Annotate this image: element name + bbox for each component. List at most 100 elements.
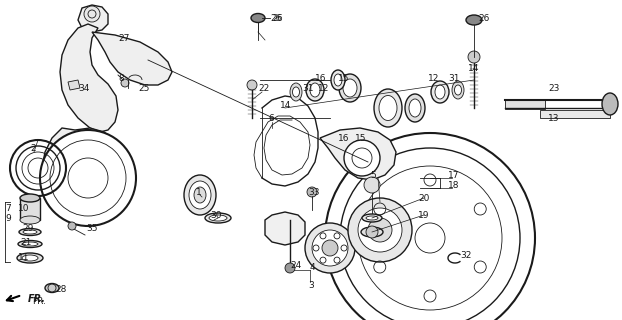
Circle shape [285, 263, 295, 273]
Text: 8: 8 [118, 74, 124, 83]
Text: 24: 24 [290, 260, 301, 269]
Text: 31: 31 [302, 84, 313, 92]
Text: 19: 19 [418, 211, 430, 220]
Circle shape [68, 222, 76, 230]
Ellipse shape [23, 230, 37, 234]
Text: 20: 20 [418, 194, 429, 203]
Text: 16: 16 [315, 74, 327, 83]
Polygon shape [42, 128, 130, 224]
Text: 29: 29 [22, 223, 34, 233]
Ellipse shape [306, 79, 324, 101]
Circle shape [121, 79, 129, 87]
Text: 27: 27 [118, 34, 129, 43]
Ellipse shape [409, 99, 421, 117]
Ellipse shape [189, 181, 211, 209]
Text: 5: 5 [370, 171, 376, 180]
Ellipse shape [251, 13, 265, 22]
Circle shape [364, 177, 380, 193]
Ellipse shape [379, 95, 397, 121]
Text: 30: 30 [210, 211, 221, 220]
Ellipse shape [194, 187, 206, 203]
Circle shape [415, 223, 445, 253]
Text: 26: 26 [478, 13, 490, 22]
Circle shape [468, 51, 480, 63]
Circle shape [84, 6, 100, 22]
Text: 4: 4 [310, 263, 315, 273]
Text: 16: 16 [338, 133, 350, 142]
Text: 10: 10 [18, 204, 29, 212]
Text: 31: 31 [448, 74, 460, 83]
Circle shape [325, 133, 535, 320]
Text: 23: 23 [548, 84, 559, 92]
Circle shape [348, 198, 412, 262]
Text: 7: 7 [5, 204, 11, 212]
Text: 11: 11 [18, 253, 29, 262]
Circle shape [358, 208, 402, 252]
Ellipse shape [455, 85, 462, 95]
Ellipse shape [343, 79, 357, 97]
Ellipse shape [366, 216, 378, 220]
Polygon shape [320, 128, 396, 180]
Polygon shape [60, 24, 118, 132]
Ellipse shape [435, 85, 445, 99]
Text: 33: 33 [308, 188, 320, 196]
Text: 1: 1 [196, 188, 202, 196]
Polygon shape [265, 212, 305, 245]
Ellipse shape [45, 284, 59, 292]
Text: 14: 14 [280, 100, 291, 109]
Text: 15: 15 [355, 133, 366, 142]
Text: 28: 28 [55, 285, 67, 294]
Text: 35: 35 [86, 223, 98, 233]
Polygon shape [540, 110, 610, 118]
Text: 21: 21 [20, 237, 31, 246]
Circle shape [305, 223, 355, 273]
Text: FR.: FR. [28, 294, 46, 304]
Ellipse shape [361, 227, 383, 237]
Polygon shape [20, 198, 40, 220]
Text: 34: 34 [78, 84, 90, 92]
Ellipse shape [18, 241, 42, 247]
Ellipse shape [362, 214, 382, 222]
Ellipse shape [339, 74, 361, 102]
Ellipse shape [184, 175, 216, 215]
Circle shape [247, 80, 257, 90]
Circle shape [307, 187, 317, 197]
Circle shape [344, 140, 380, 176]
Text: FR.: FR. [32, 298, 46, 307]
Ellipse shape [292, 87, 300, 97]
Text: 12: 12 [318, 84, 330, 92]
Ellipse shape [290, 83, 302, 101]
Ellipse shape [334, 74, 342, 86]
Circle shape [366, 226, 378, 238]
Text: 18: 18 [448, 180, 460, 189]
Text: 32: 32 [460, 251, 471, 260]
Ellipse shape [22, 242, 38, 246]
Ellipse shape [17, 253, 43, 263]
Ellipse shape [20, 216, 40, 224]
Text: 6: 6 [268, 114, 274, 123]
Text: 22: 22 [258, 84, 269, 92]
Text: 9: 9 [5, 213, 11, 222]
Ellipse shape [452, 81, 464, 99]
Polygon shape [505, 99, 545, 109]
Ellipse shape [466, 15, 482, 25]
Ellipse shape [310, 83, 320, 97]
Text: 2: 2 [30, 143, 35, 153]
Ellipse shape [431, 81, 449, 103]
Ellipse shape [331, 70, 345, 90]
Text: 26: 26 [270, 13, 281, 22]
Ellipse shape [20, 194, 40, 202]
Ellipse shape [602, 93, 618, 115]
Text: 26: 26 [272, 13, 282, 22]
Circle shape [340, 148, 520, 320]
Text: 3: 3 [308, 281, 313, 290]
Text: 17: 17 [448, 171, 460, 180]
Circle shape [322, 240, 338, 256]
Polygon shape [92, 32, 172, 85]
Ellipse shape [22, 255, 38, 261]
Circle shape [40, 130, 136, 226]
Polygon shape [78, 5, 108, 32]
Polygon shape [68, 80, 80, 90]
Text: 12: 12 [428, 74, 439, 83]
Text: 15: 15 [338, 74, 350, 83]
